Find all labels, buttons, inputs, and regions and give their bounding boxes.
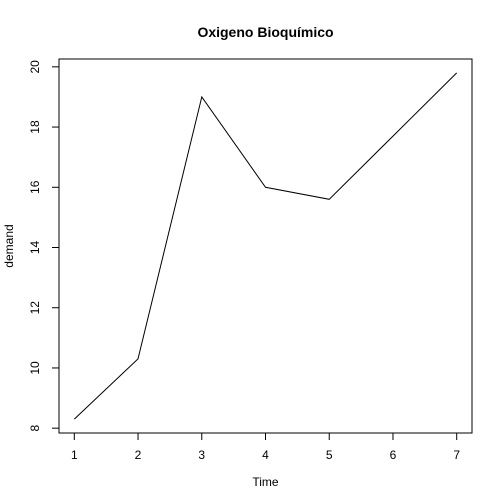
x-tick-label: 2 <box>135 448 142 462</box>
y-tick-label: 18 <box>28 120 42 134</box>
x-axis: 1 2 3 4 5 6 7 <box>71 432 460 462</box>
plot-frame <box>58 58 473 434</box>
x-tick-label: 4 <box>262 448 269 462</box>
x-tick-label: 7 <box>453 448 460 462</box>
series-line <box>73 72 458 420</box>
x-tick-label: 3 <box>198 448 205 462</box>
x-tick-label: 1 <box>71 448 78 462</box>
y-tick-label: 12 <box>28 301 42 315</box>
y-tick-label: 20 <box>28 60 42 74</box>
x-tick-label: 6 <box>390 448 397 462</box>
y-tick-label: 16 <box>28 180 42 194</box>
y-tick-label: 14 <box>28 241 42 255</box>
y-axis-label: demand <box>2 224 16 267</box>
x-tick-label: 5 <box>326 448 333 462</box>
x-axis-label: Time <box>252 475 279 489</box>
y-tick-label: 8 <box>28 425 42 432</box>
y-tick-label: 10 <box>28 361 42 375</box>
chart-title: Oxigeno Bioquímico <box>197 24 333 40</box>
y-axis: 8 10 12 14 16 18 20 <box>28 60 60 432</box>
